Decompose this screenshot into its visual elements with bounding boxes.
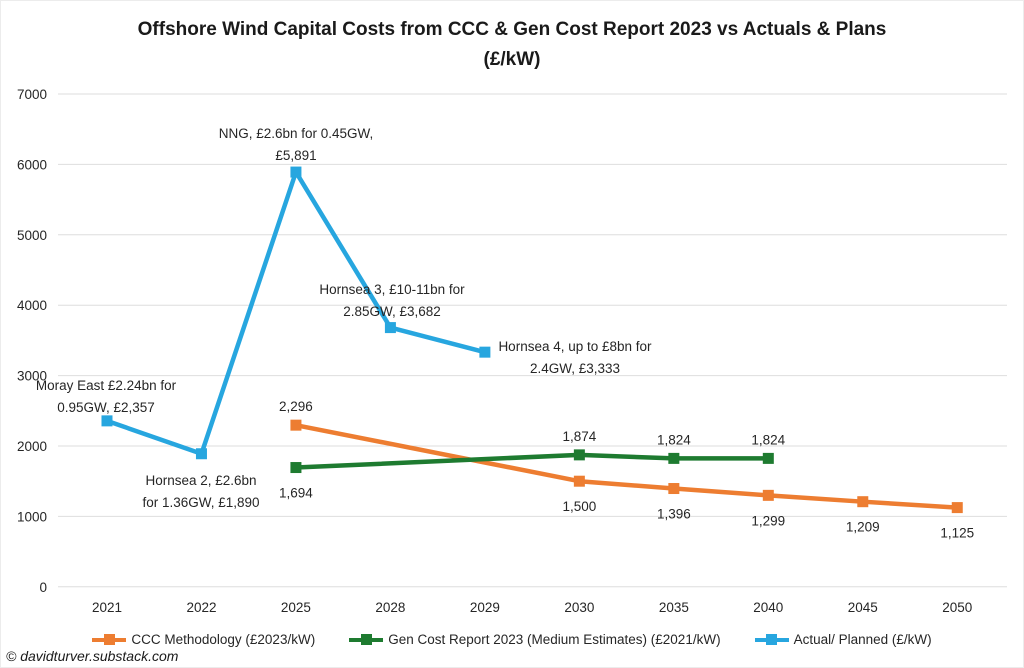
- x-axis-tick-label: 2025: [281, 600, 311, 615]
- y-axis-tick-label: 3000: [17, 369, 47, 384]
- legend-item: CCC Methodology (£2023/kW): [92, 632, 315, 647]
- y-axis-tick-label: 1000: [17, 509, 47, 524]
- data-point-label: 2,296: [279, 399, 313, 414]
- data-point-marker: [762, 452, 774, 464]
- x-axis-tick-label: 2040: [753, 600, 783, 615]
- data-point-marker: [479, 346, 491, 358]
- data-point-marker: [573, 449, 585, 461]
- x-axis-tick-label: 2022: [186, 600, 216, 615]
- annotation-label: Hornsea 2, £2.6bn: [145, 473, 256, 488]
- data-point-marker: [290, 166, 302, 178]
- data-point-label: 1,694: [279, 486, 313, 501]
- data-point-marker: [101, 415, 113, 427]
- data-point-marker: [951, 502, 963, 514]
- data-point-marker: [668, 452, 680, 464]
- legend-line-marker-icon: [754, 634, 789, 646]
- legend-label: CCC Methodology (£2023/kW): [131, 632, 316, 647]
- annotation-label: Hornsea 4, up to £8bn for: [498, 339, 652, 354]
- data-point-marker: [668, 483, 680, 495]
- annotation-label: £5,891: [275, 148, 316, 163]
- data-point-label: 1,824: [657, 432, 691, 447]
- legend-label: Gen Cost Report 2023 (Medium Estimates) …: [388, 632, 721, 647]
- chart-title: Offshore Wind Capital Costs from CCC & G…: [1, 15, 1023, 75]
- annotation-label: 2.4GW, £3,333: [530, 361, 620, 376]
- y-axis-tick-label: 7000: [17, 87, 47, 102]
- x-axis-tick-label: 2035: [659, 600, 689, 615]
- data-point-label: 1,396: [657, 507, 691, 522]
- x-axis-tick-label: 2028: [375, 600, 405, 615]
- legend-label: Actual/ Planned (£/kW): [793, 632, 932, 647]
- annotation-label: for 1.36GW, £1,890: [142, 495, 259, 510]
- x-axis-tick-label: 2029: [470, 600, 500, 615]
- annotation-label: 2.85GW, £3,682: [343, 304, 441, 319]
- data-point-label: 1,874: [562, 429, 596, 444]
- annotation-label: NNG, £2.6bn for 0.45GW,: [219, 126, 374, 141]
- chart-legend: CCC Methodology (£2023/kW) Gen Cost Repor…: [1, 632, 1023, 647]
- data-point-label: 1,500: [562, 499, 596, 514]
- x-axis-tick-label: 2030: [564, 600, 594, 615]
- data-point-marker: [290, 462, 302, 474]
- x-axis-tick-label: 2045: [848, 600, 878, 615]
- credit-text: © davidturver.substack.com: [6, 648, 179, 664]
- legend-line-marker-icon: [92, 634, 127, 646]
- annotation-label: 0.95GW, £2,357: [57, 400, 155, 415]
- y-axis-tick-label: 5000: [17, 228, 47, 243]
- y-axis-tick-label: 6000: [17, 157, 47, 172]
- series-line: [295, 452, 769, 470]
- data-point-label: 1,209: [846, 520, 880, 535]
- data-point-marker: [762, 489, 774, 501]
- y-axis-tick-label: 2000: [17, 439, 47, 454]
- chart-title-line1: Offshore Wind Capital Costs from CCC & G…: [137, 19, 887, 40]
- data-point-marker: [384, 322, 396, 334]
- legend-item: Gen Cost Report 2023 (Medium Estimates) …: [349, 632, 721, 647]
- series-line: [295, 422, 958, 510]
- data-point-label: 1,824: [751, 432, 785, 447]
- data-point-label: 1,125: [940, 526, 974, 541]
- legend-line-marker-icon: [349, 634, 384, 646]
- data-point-label: 1,299: [751, 513, 785, 528]
- x-axis-tick-label: 2050: [942, 600, 972, 615]
- data-point-marker: [857, 496, 869, 508]
- data-point-marker: [573, 475, 585, 487]
- y-axis-tick-label: 0: [39, 580, 47, 595]
- data-point-marker: [290, 419, 302, 431]
- y-axis-tick-label: 4000: [17, 298, 47, 313]
- x-axis-tick-label: 2021: [92, 600, 122, 615]
- annotation-label: Hornsea 3, £10-11bn for: [319, 282, 465, 297]
- chart-title-line2: (£/kW): [483, 49, 541, 70]
- data-point-marker: [195, 448, 207, 460]
- annotation-label: Moray East £2.24bn for: [36, 378, 177, 393]
- legend-item: Actual/ Planned (£/kW): [754, 632, 932, 647]
